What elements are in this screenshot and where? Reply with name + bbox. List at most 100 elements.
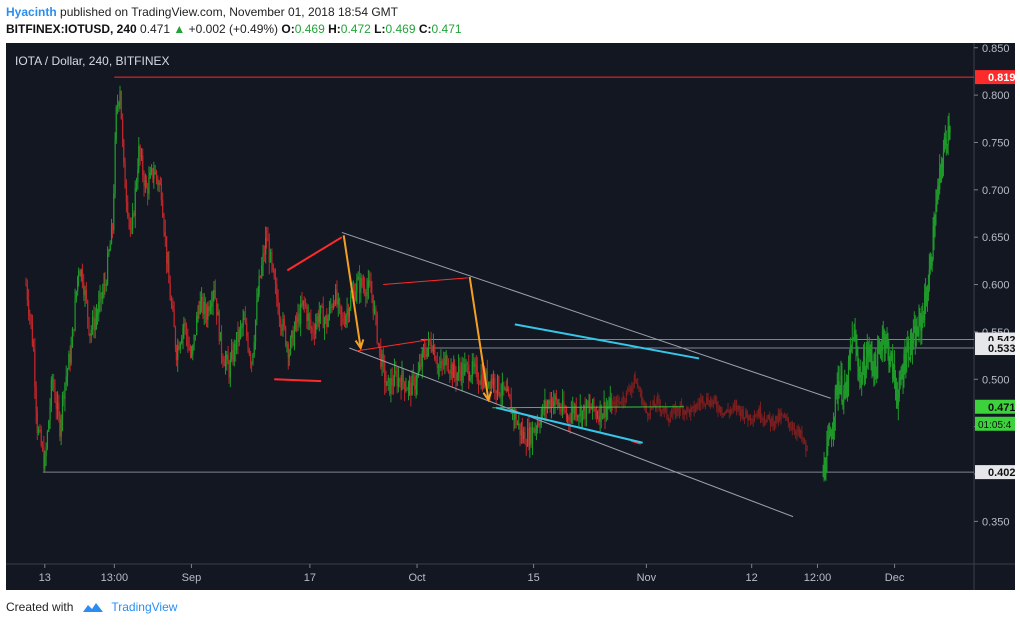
candle-body: [696, 404, 698, 409]
candle-body: [248, 349, 250, 355]
candle-body: [460, 371, 462, 381]
candle-body: [515, 412, 517, 425]
candle-body: [848, 359, 851, 361]
candle-body: [833, 416, 835, 427]
candle-body: [123, 140, 125, 163]
candle-body: [844, 383, 846, 391]
candle-body: [592, 399, 594, 410]
candle-body: [929, 256, 931, 270]
author-link[interactable]: Hyacinth: [6, 5, 57, 19]
candle-body: [119, 90, 121, 103]
candle-body: [190, 354, 193, 356]
candle-body: [93, 316, 95, 330]
candle-body: [63, 395, 65, 400]
candle-body: [224, 359, 227, 366]
candle-body: [544, 401, 546, 411]
candle-body: [307, 314, 309, 321]
candle-body: [226, 354, 228, 360]
candle-body: [303, 300, 305, 302]
candle-body: [258, 276, 260, 295]
candle-body: [793, 428, 795, 432]
candle-body: [253, 342, 255, 354]
candle-body: [166, 236, 168, 264]
candle-body: [447, 369, 450, 373]
candle-body: [555, 395, 557, 401]
candle-body: [539, 424, 541, 426]
candle-body: [862, 371, 864, 384]
candle-body: [375, 308, 377, 315]
candle-body: [866, 346, 868, 358]
candle-body: [104, 282, 106, 286]
candle-body: [504, 388, 506, 390]
candle-body: [98, 302, 100, 315]
candle-body: [268, 241, 270, 263]
time-axis[interactable]: 13 13:00 Sep 17 Oct 15 Nov 12 12:00 Dec: [39, 564, 905, 584]
candle-body: [404, 381, 406, 391]
candle-body: [700, 399, 702, 405]
candle-body: [415, 385, 417, 390]
candle-body: [885, 337, 887, 345]
candle-body: [204, 301, 207, 314]
candle-body: [140, 155, 143, 157]
candle-body: [312, 330, 314, 333]
candle-body: [911, 343, 914, 350]
candle-body: [510, 399, 512, 414]
candle-body: [745, 410, 747, 417]
candle-body: [732, 405, 734, 410]
candle-body: [410, 382, 412, 396]
candle-body: [363, 286, 365, 293]
candle-body: [581, 410, 584, 422]
candle-body: [397, 378, 400, 387]
candle-body: [519, 423, 521, 436]
candle-body: [779, 413, 781, 420]
candle-body: [499, 394, 501, 397]
high-value: 0.472: [340, 22, 371, 36]
candle-body: [824, 462, 826, 475]
candle-body: [529, 427, 531, 447]
candle-body: [36, 411, 38, 434]
candle-body: [127, 201, 129, 216]
candle-body: [162, 200, 164, 217]
candle-body: [144, 180, 146, 187]
candle-body: [87, 300, 89, 318]
tradingview-link[interactable]: TradingView: [81, 600, 177, 614]
candle-body: [728, 411, 730, 414]
price-chart[interactable]: IOTA / Dollar, 240, BITFINEX 0.3500.4000…: [6, 43, 1015, 590]
candle-body: [851, 337, 853, 346]
candle-body: [836, 385, 838, 396]
candle-body: [125, 188, 127, 202]
candle-body: [118, 102, 120, 106]
ohlc-line: BITFINEX:IOTUSD, 240 0.471 ▲ +0.002 (+0.…: [6, 21, 462, 38]
candle-body: [789, 422, 791, 428]
candle-body: [267, 239, 269, 242]
candle-body: [154, 171, 156, 175]
candle-body: [238, 329, 240, 342]
candle-body: [773, 423, 776, 427]
candle-body: [476, 364, 478, 382]
tradingview-cloud-icon: [83, 603, 104, 612]
candle-body: [551, 398, 553, 406]
candle-body: [631, 386, 633, 392]
candle-body: [687, 407, 689, 410]
candle-body: [684, 410, 687, 414]
candle-body: [920, 317, 922, 331]
candle-body: [506, 388, 508, 392]
candle-body: [423, 348, 425, 351]
candle-body: [53, 379, 55, 389]
candle-body: [468, 364, 470, 380]
candle-body: [752, 419, 754, 421]
candle-body: [546, 404, 549, 409]
candle-body: [233, 343, 235, 362]
candle-body: [181, 339, 183, 344]
candle-body: [149, 172, 151, 178]
candle-body: [921, 315, 923, 331]
candle-body: [856, 348, 858, 353]
candle-body: [310, 319, 312, 329]
candle-body: [838, 380, 840, 394]
candle-body: [372, 294, 374, 313]
candle-body: [133, 212, 135, 216]
candle-body: [419, 363, 421, 371]
candle-body: [489, 381, 491, 389]
candle-body: [229, 359, 231, 378]
candle-body: [211, 303, 213, 307]
